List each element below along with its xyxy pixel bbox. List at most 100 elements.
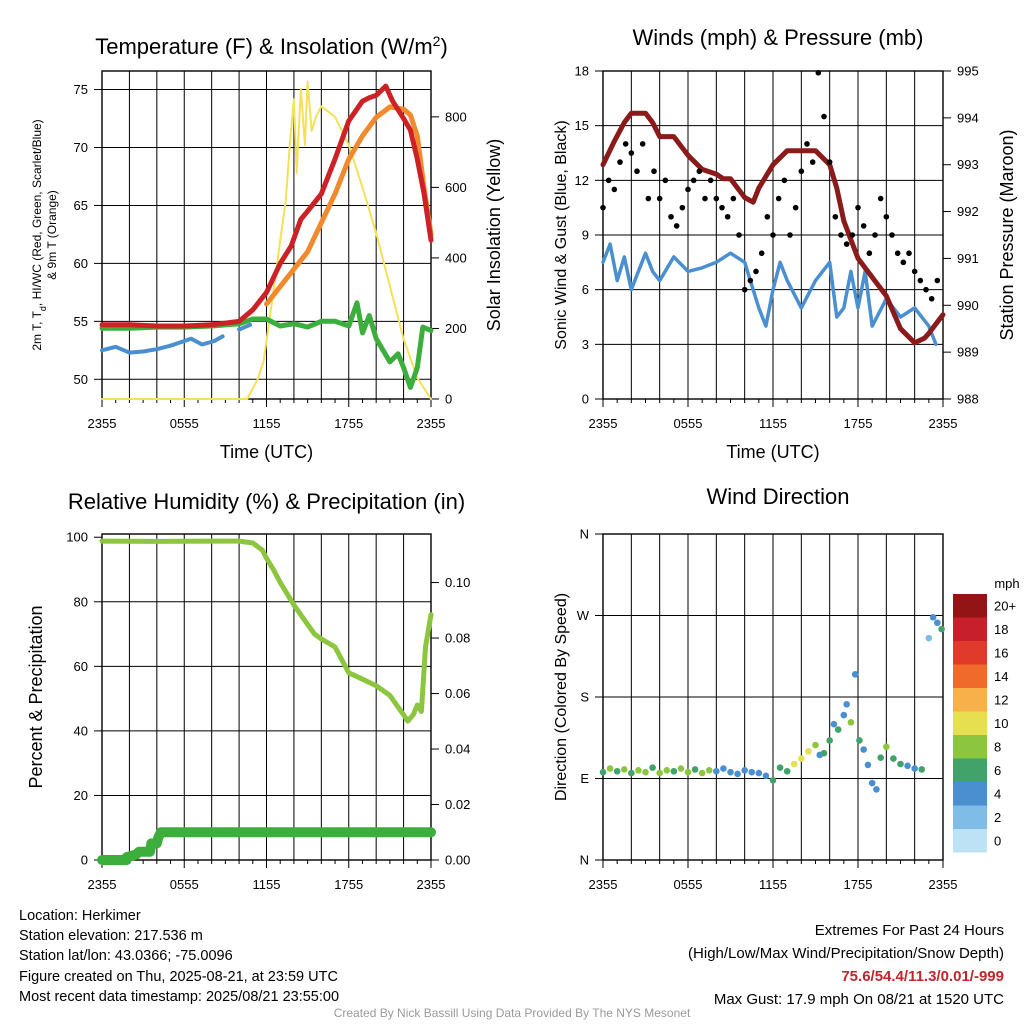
gust-point (764, 213, 771, 220)
max-gust-text: Max Gust: 17.9 mph On 08/21 at 1520 UTC (713, 991, 1004, 1008)
y-label-part: 2m T, T (30, 310, 44, 350)
x-tick-label: 2355 (88, 416, 117, 431)
x-tick-label: 2355 (929, 877, 958, 892)
x-tick-label: 2355 (589, 416, 618, 431)
x-tick-label: 0555 (674, 877, 703, 892)
direction-point (883, 743, 890, 751)
direction-point (820, 749, 828, 757)
gust-point (713, 195, 720, 202)
direction-point (897, 760, 904, 768)
location-text: Location: Herkimer (19, 908, 141, 924)
gust-point (758, 250, 765, 257)
gust-point (787, 232, 793, 238)
legend-swatch (953, 829, 987, 853)
legend-label: 8 (994, 739, 1001, 754)
gust-point (656, 195, 663, 202)
gust-point (900, 259, 907, 266)
direction-point (670, 767, 678, 775)
direction-point (840, 711, 848, 719)
gust-point (690, 177, 697, 184)
elevation-text: Station elevation: 217.536 m (19, 928, 203, 945)
gust-point (736, 232, 742, 238)
direction-point (628, 769, 635, 777)
extremes-subtitle: (High/Low/Max Wind/Precipitation/Snow De… (688, 945, 1004, 962)
x-tick-label: 1755 (844, 416, 873, 431)
x-tick-label: 1755 (334, 877, 363, 892)
direction-point (776, 764, 784, 771)
title-part: ) (440, 34, 447, 59)
extremes-values: 75.6/54.4/11.3/0.01/-999 (841, 968, 1004, 985)
gust-point (747, 277, 754, 284)
x-axis-label: Time (UTC) (220, 442, 313, 462)
speed-legend: mph 20+ 18 16 14 12 10 8 6 4 2 0 (953, 576, 1020, 853)
y2-axis-label: Station Pressure (Maroon) (997, 129, 1017, 340)
y-tick-label: 6 (582, 282, 589, 297)
extremes-title: Extremes For Past 24 Hours (814, 922, 1004, 939)
legend-swatch (953, 594, 987, 618)
station-pressure-line (600, 110, 946, 346)
gust-point (928, 295, 935, 302)
direction-point (805, 748, 812, 755)
chart-2: 2355 0555 1155 1755 2355 Winds (mph) & Pressu… (553, 25, 1017, 462)
gust-point (662, 177, 669, 184)
legend-swatch (953, 664, 987, 688)
y2-tick-label: 600 (445, 180, 467, 195)
gust-point (724, 213, 731, 220)
gust-point (809, 159, 816, 165)
direction-point (656, 769, 663, 777)
legend-swatch (953, 617, 987, 641)
direction-point (890, 755, 897, 762)
x-tick-label: 1155 (759, 877, 787, 892)
y2-tick-label: 988 (957, 392, 979, 407)
gust-point (843, 241, 850, 247)
latlon-text: Station lat/lon: 43.0366; -75.0096 (19, 948, 233, 965)
y2-tick-label: 800 (445, 109, 467, 124)
x-tick-label: 1755 (844, 877, 873, 892)
gust-point (673, 223, 680, 229)
chart-1: 2355 0555 1155 1755 2355 Temperature (F) & In… (30, 33, 504, 462)
y-tick-label: E (580, 771, 589, 786)
gust-point (668, 213, 674, 220)
direction-point (677, 765, 685, 772)
gust-point (679, 204, 686, 211)
direction-point (727, 768, 734, 776)
gust-point (685, 186, 691, 193)
y-axis-label: Percent & Precipitation (26, 605, 46, 788)
x-tick-label: 1755 (334, 416, 363, 431)
direction-point (783, 767, 791, 775)
direction-point (934, 619, 941, 627)
direction-point (642, 768, 649, 776)
y-tick-label: 55 (74, 314, 88, 329)
y2-tick-label: 994 (957, 110, 979, 125)
legend-swatch (953, 805, 987, 829)
gust-point (730, 195, 737, 202)
y-tick-label: 12 (575, 173, 589, 188)
gust-point (866, 250, 873, 257)
y-axis-label: 2m T, Td, HI/WC (Red, Green, Scarlet/Blu… (30, 119, 48, 350)
direction-point (834, 726, 842, 733)
gust-point (917, 277, 924, 284)
y2-axis-label: Solar Insolation (Yellow) (484, 139, 504, 331)
y-tick-label: 18 (575, 64, 589, 79)
direction-point (904, 762, 911, 770)
x-tick-label: 2355 (417, 877, 446, 892)
direction-point (856, 737, 863, 744)
gust-point (849, 232, 856, 238)
dewpoint-line-segment (237, 322, 253, 332)
y-label-part: d (38, 306, 48, 311)
y-axis-label-line2: & 9m T (Orange) (45, 190, 59, 280)
direction-point (606, 765, 614, 772)
direction-point (620, 766, 628, 773)
gust-point (804, 141, 810, 147)
gust-point (792, 204, 799, 211)
gust-point (906, 250, 912, 257)
gust-point (639, 141, 646, 147)
gust-point (821, 113, 827, 120)
nine-meter-temperature-line (264, 104, 434, 307)
legend-label: 6 (994, 763, 1001, 778)
direction-point (918, 766, 926, 773)
direction-point (911, 765, 918, 772)
direction-point (698, 769, 706, 777)
y-tick-label: N (580, 853, 589, 868)
y-tick-label: 50 (74, 372, 88, 387)
